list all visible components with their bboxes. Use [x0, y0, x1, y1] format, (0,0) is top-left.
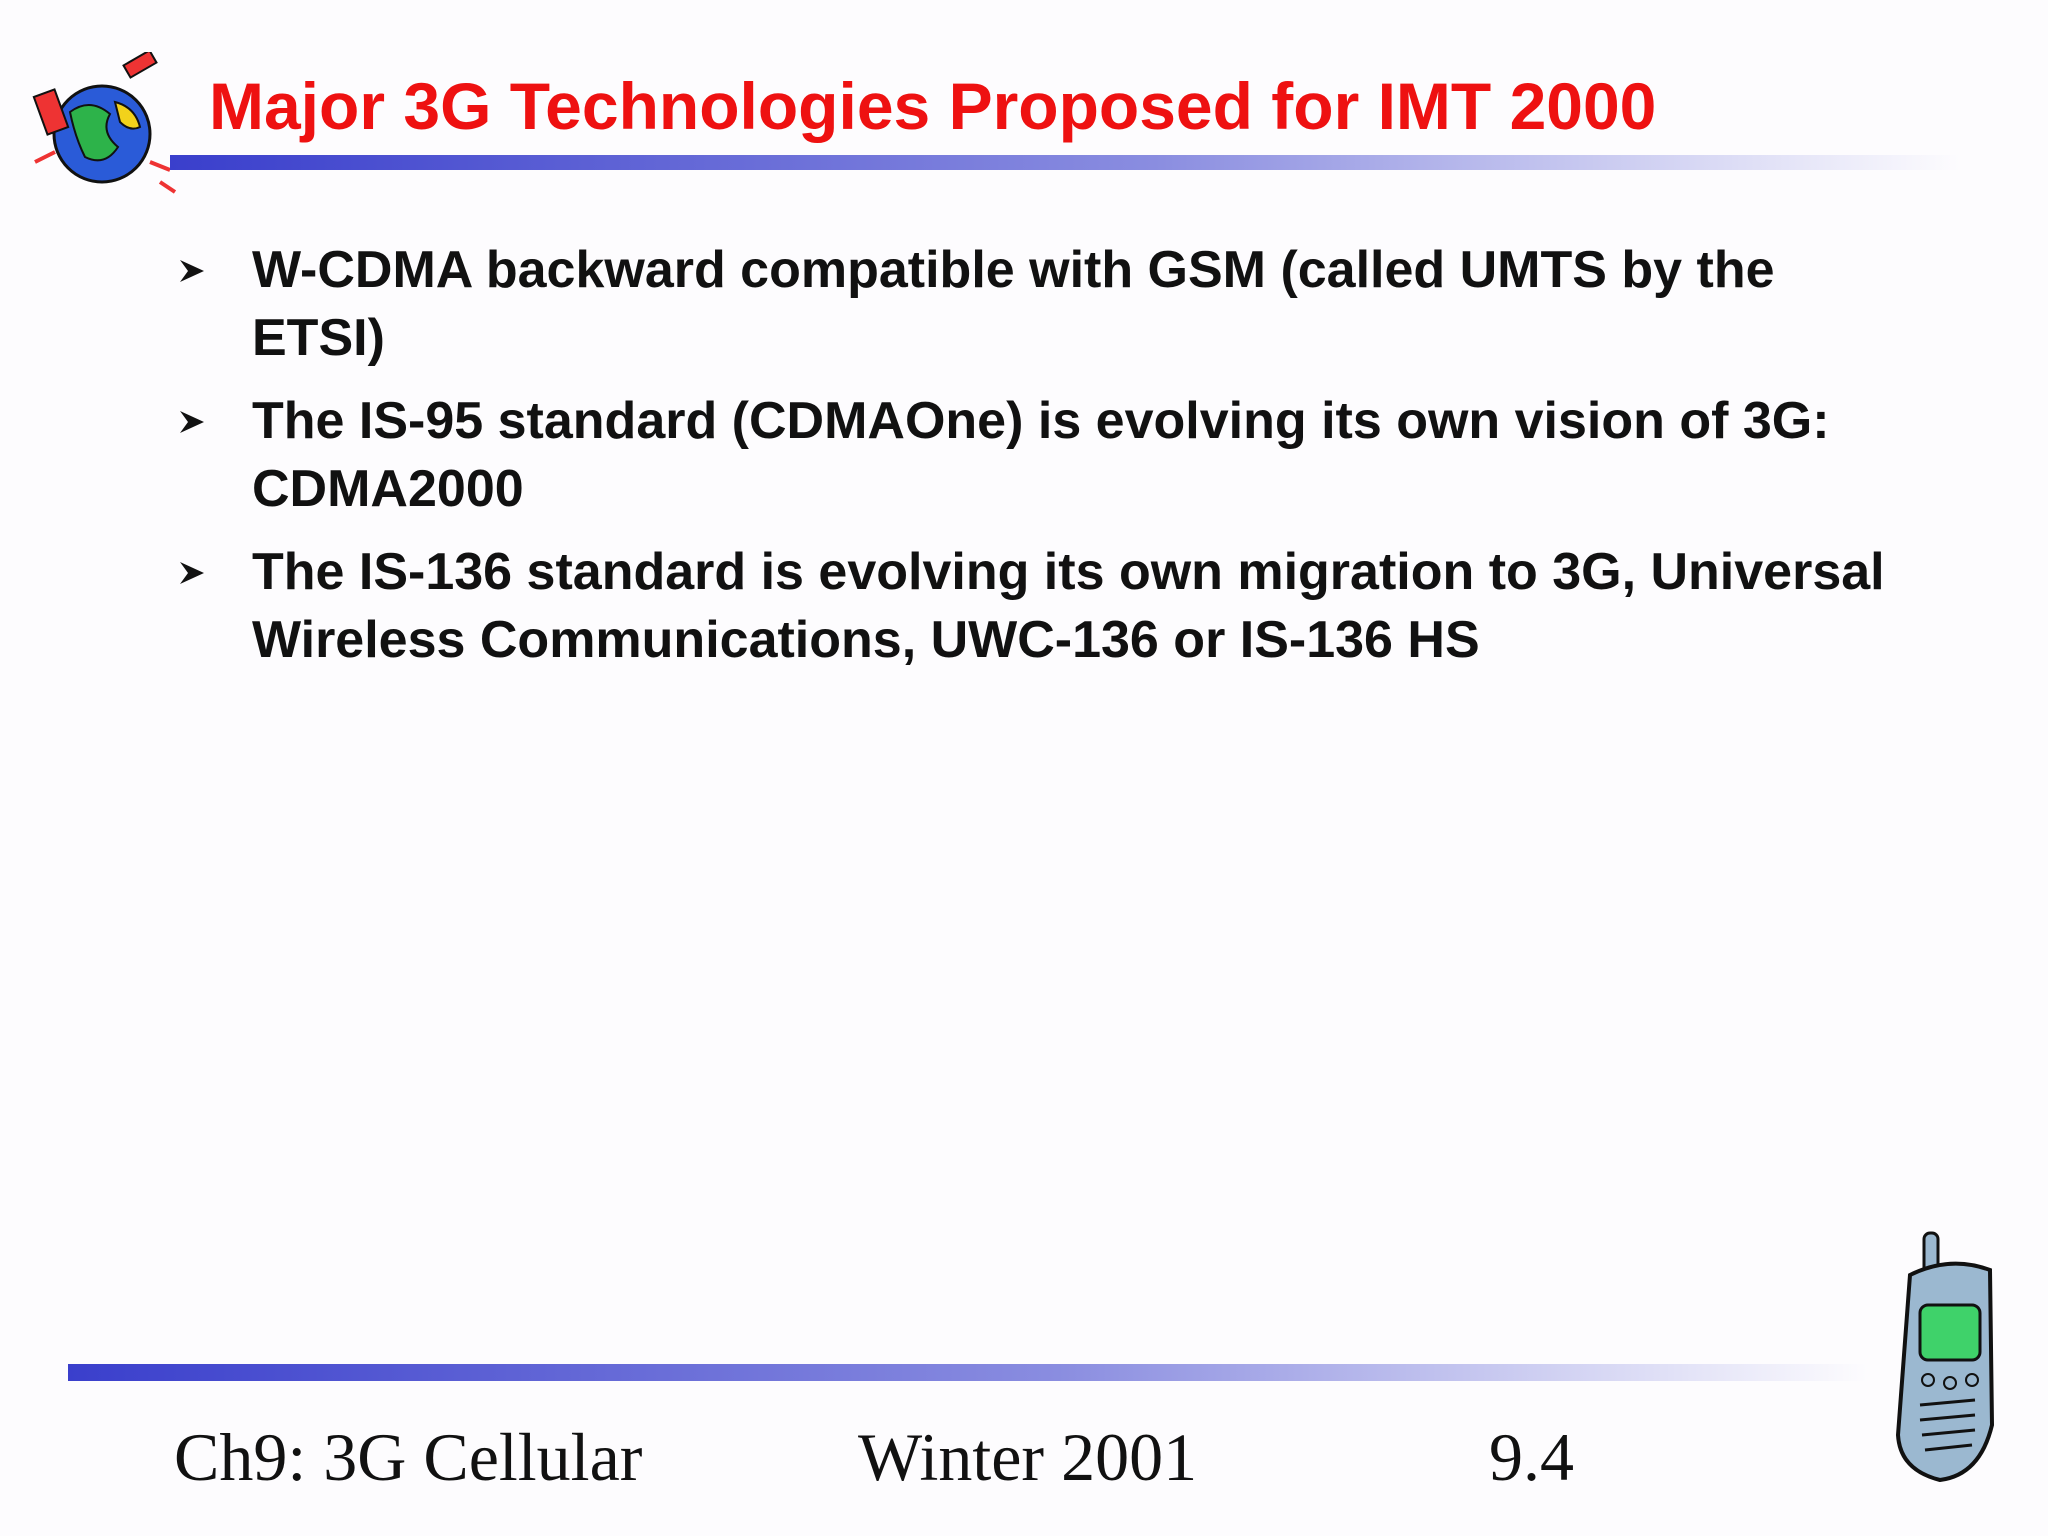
bullet-text: The IS-136 standard is evolving its own … — [252, 543, 1885, 669]
bullet-arrow — [180, 562, 204, 584]
bullet: The IS-136 standard is evolving its own … — [170, 538, 1890, 674]
bullet-list: W-CDMA backward compatible with GSM (cal… — [170, 236, 1890, 689]
footer-left: Ch9: 3G Cellular — [174, 1419, 643, 1495]
globe-icon — [32, 52, 177, 194]
footer-center: Winter 2001 — [858, 1419, 1198, 1495]
bullet: The IS-95 standard (CDMAOne) is evolving… — [170, 387, 1890, 523]
bullet-arrow — [180, 260, 204, 282]
bullet-arrow — [180, 411, 204, 433]
bullet-text: The IS-95 standard (CDMAOne) is evolving… — [252, 392, 1830, 518]
bullet: W-CDMA backward compatible with GSM (cal… — [170, 236, 1890, 372]
phone-icon — [1895, 1231, 1995, 1483]
title: Major 3G Technologies Proposed for IMT 2… — [209, 69, 1657, 143]
title-underline — [170, 155, 1960, 170]
bullet-text: W-CDMA backward compatible with GSM (cal… — [252, 241, 1775, 367]
footer-line — [68, 1364, 1868, 1381]
footer-right: 9.4 — [1489, 1419, 1574, 1495]
